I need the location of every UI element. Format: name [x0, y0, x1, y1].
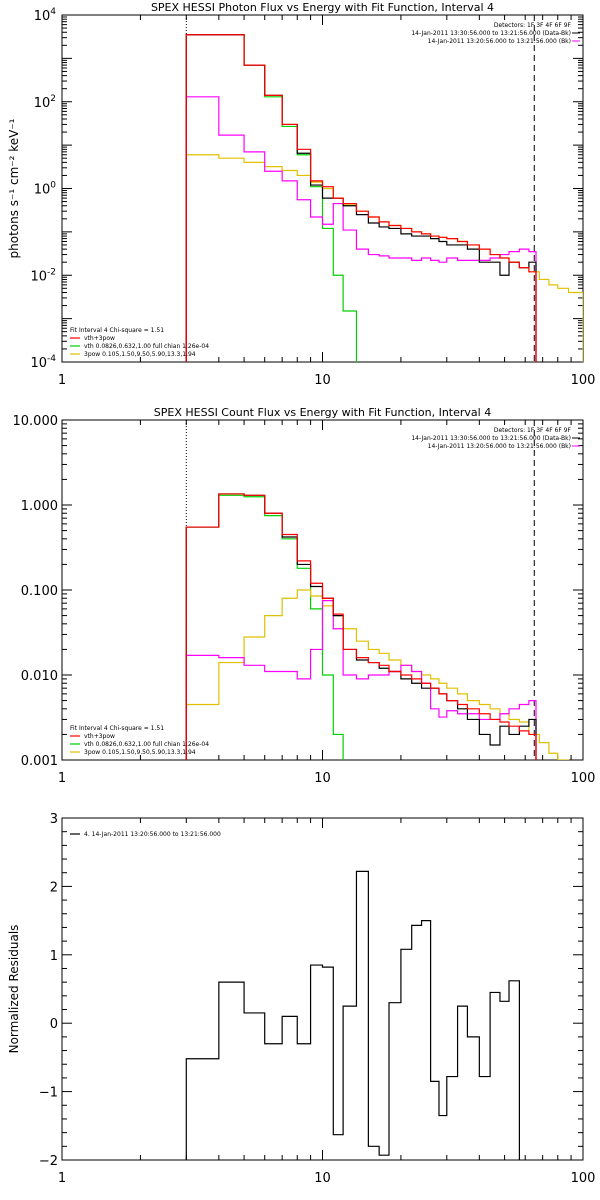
y-tick-label: −2 — [39, 1154, 58, 1169]
x-tick-label: 10 — [314, 373, 331, 388]
legend-label: 4. 14-Jan-2011 13:20:56.000 to 13:21:56.… — [84, 831, 221, 838]
y-tick-exponent: 0 — [50, 181, 56, 191]
y-tick-label: 0.001 — [21, 754, 58, 769]
header-line: 14-Jan-2011 13:30:56.000 to 13:21:56.000… — [411, 435, 571, 442]
x-tick-label: 1 — [58, 1171, 66, 1186]
legend-title: Fit Interval 4 Chi-square = 1.51 — [70, 327, 164, 334]
y-tick-exponent: -4 — [47, 354, 56, 364]
x-tick-label: 1 — [58, 373, 66, 388]
legend-label: vth+3pow — [84, 733, 115, 740]
legend-label: vth 0.0826,0.632,1.00 full chian 1.26e-0… — [84, 343, 209, 350]
y-tick-label: 1.000 — [21, 499, 58, 514]
series-line-4 — [185, 34, 537, 362]
series-line-3 — [185, 96, 537, 362]
data-series-group — [185, 34, 583, 362]
header-line: Detectors: 1F 3F 4F 6F 9F — [494, 22, 572, 29]
series-line-1 — [185, 34, 358, 362]
series-line-4 — [185, 493, 537, 760]
y-tick-label: 1 — [50, 949, 58, 964]
y-axis-label: photons s⁻¹ cm⁻² keV⁻¹ — [7, 118, 21, 258]
series-line-1 — [185, 870, 521, 1160]
legend-label: vth 0.0826,0.632,1.00 full chian 1.26e-0… — [84, 741, 209, 748]
x-tick-label: 100 — [571, 771, 596, 786]
y-tick-label: −1 — [39, 1086, 58, 1101]
legend-title: Fit Interval 4 Chi-square = 1.51 — [70, 725, 164, 732]
y-tick-label: 102 — [34, 94, 56, 111]
legend-label: 3pow 0.105,1.50,9.50,5.90,13.3,1.94 — [84, 351, 196, 358]
y-tick-base: 10 — [34, 96, 51, 111]
y-tick-label: 0.100 — [21, 584, 58, 599]
y-tick-base: 10 — [34, 9, 51, 24]
x-axis-ticks — [61, 818, 584, 1160]
chart-panel-3: 1 10 100 −2 −1 0 1 2 3 Normalized Residuals 4. 14-… — [7, 812, 596, 1186]
series-line-5 — [185, 34, 537, 362]
y-tick-label: 2 — [50, 880, 58, 895]
y-tick-label: 10.000 — [13, 414, 59, 429]
y-tick-exponent: -2 — [47, 267, 56, 277]
header-line: 14-Jan-2011 13:20:56.000 to 13:21:56.000… — [428, 443, 571, 450]
x-tick-label: 100 — [571, 1171, 596, 1186]
axis-frame — [61, 817, 584, 1161]
series-line-3 — [185, 600, 537, 760]
y-tick-base: 10 — [30, 356, 47, 371]
y-tick-label: 3 — [50, 812, 58, 827]
chart-title: SPEX HESSI Count Flux vs Energy with Fit… — [154, 406, 491, 419]
y-tick-label: 100 — [34, 181, 57, 198]
x-tick-label: 10 — [314, 771, 331, 786]
y-axis-ticks — [62, 14, 583, 363]
x-tick-label: 10 — [314, 1171, 331, 1186]
y-tick-label: 0 — [50, 1017, 58, 1032]
series-line-5 — [185, 493, 537, 760]
chart-panel-2: 1 10 100 0.001 0.010 0.100 1.000 10.000 SPEX HES… — [13, 406, 596, 786]
y-tick-label: 10-4 — [30, 354, 56, 371]
y-axis-label: Normalized Residuals — [7, 925, 21, 1054]
header-line: 14-Jan-2011 13:30:56.000 to 13:21:56.000… — [411, 30, 571, 37]
series-line-1 — [185, 494, 344, 760]
x-tick-label: 1 — [58, 771, 66, 786]
legend-label: 3pow 0.105,1.50,9.50,5.90,13.3,1.94 — [84, 749, 196, 756]
y-tick-label: 104 — [34, 7, 57, 24]
y-axis-ticks — [62, 817, 583, 1161]
y-tick-base: 10 — [30, 269, 47, 284]
y-axis-ticks — [62, 419, 583, 761]
header-line: 14-Jan-2011 13:20:56.000 to 13:21:56.000… — [428, 38, 571, 45]
y-tick-label: 10-2 — [30, 267, 56, 284]
y-tick-base: 10 — [34, 183, 51, 198]
x-tick-label: 100 — [571, 373, 596, 388]
series-line-2 — [185, 154, 583, 362]
header-line: Detectors: 1F 3F 4F 6F 9F — [494, 427, 572, 434]
legend-label: vth+3pow — [84, 335, 115, 342]
data-series-group — [185, 493, 570, 760]
series-line-2 — [185, 589, 570, 760]
y-tick-exponent: 2 — [50, 94, 56, 104]
chart-title: SPEX HESSI Photon Flux vs Energy with Fi… — [151, 1, 494, 14]
y-tick-exponent: 4 — [50, 7, 56, 17]
data-series-group — [185, 870, 521, 1160]
y-tick-label: 0.010 — [21, 669, 58, 684]
